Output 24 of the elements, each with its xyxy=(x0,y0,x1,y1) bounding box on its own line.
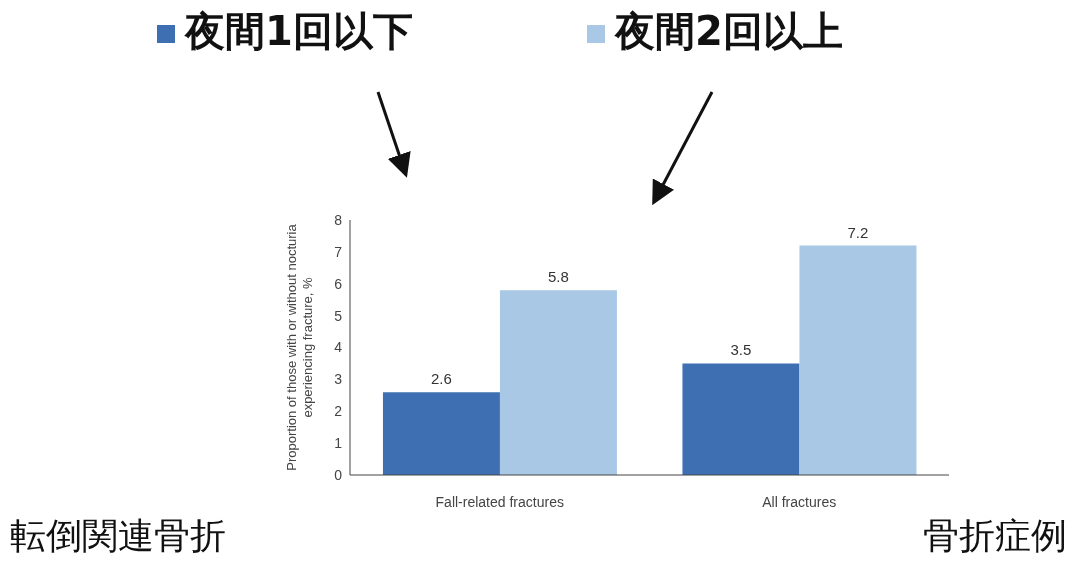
bar xyxy=(799,245,917,475)
y-tick-label: 0 xyxy=(334,466,343,483)
y-tick-label: 1 xyxy=(334,435,343,452)
y-tick-label: 2 xyxy=(334,403,343,420)
legend-label: 夜間1回以下 xyxy=(183,7,414,56)
x-tick-label: All fractures xyxy=(762,493,837,510)
bar xyxy=(682,363,800,475)
data-label: 5.8 xyxy=(548,268,569,286)
data-label: 3.5 xyxy=(730,341,752,359)
y-tick-label: 7 xyxy=(334,243,343,260)
y-tick-label: 6 xyxy=(334,275,343,292)
data-label: 7.2 xyxy=(847,223,869,241)
data-label: 2.6 xyxy=(431,370,452,388)
y-tick-label: 5 xyxy=(334,307,343,324)
bar xyxy=(382,392,500,475)
legend-label: 夜間2回以上 xyxy=(613,7,844,56)
y-tick-label: 3 xyxy=(334,371,343,388)
bar xyxy=(499,290,617,475)
text: 転倒関連骨折 xyxy=(10,514,226,558)
y-tick-label: 8 xyxy=(334,211,343,228)
text: 骨折症例 xyxy=(923,514,1067,558)
x-tick-label: Fall-related fractures xyxy=(435,493,564,510)
y-tick-label: 4 xyxy=(334,339,343,356)
y-axis-title: Proportion of those with or without nocturia experiencing fracture, % xyxy=(284,223,315,471)
